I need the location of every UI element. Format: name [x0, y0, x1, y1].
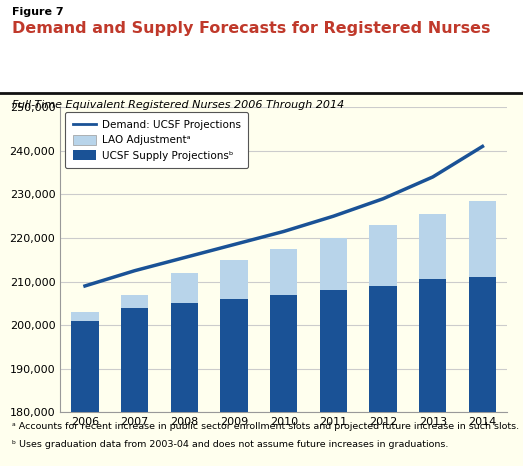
- Text: Figure 7: Figure 7: [12, 7, 63, 17]
- Bar: [419, 214, 447, 280]
- Bar: [71, 321, 99, 466]
- Text: Full-Time Equivalent Registered Nurses 2006 Through 2014: Full-Time Equivalent Registered Nurses 2…: [12, 100, 344, 110]
- Bar: [220, 299, 248, 466]
- Bar: [170, 273, 198, 303]
- Text: ᵃ Accounts for recent increase in public sector enrollment slots and projected f: ᵃ Accounts for recent increase in public…: [12, 422, 519, 431]
- Bar: [121, 308, 149, 466]
- Text: Demand and Supply Forecasts for Registered Nurses: Demand and Supply Forecasts for Register…: [12, 21, 490, 36]
- Bar: [220, 260, 248, 299]
- Text: ᵇ Uses graduation data from 2003-04 and does not assume future increases in grad: ᵇ Uses graduation data from 2003-04 and …: [12, 440, 448, 449]
- Bar: [71, 312, 99, 321]
- Bar: [170, 303, 198, 466]
- Bar: [469, 201, 496, 277]
- Bar: [419, 280, 447, 466]
- Bar: [469, 277, 496, 466]
- Bar: [369, 225, 397, 286]
- Legend: Demand: UCSF Projections, LAO Adjustmentᵃ, UCSF Supply Projectionsᵇ: Demand: UCSF Projections, LAO Adjustment…: [65, 112, 248, 168]
- Bar: [369, 286, 397, 466]
- Bar: [320, 238, 347, 290]
- Bar: [121, 295, 149, 308]
- Bar: [270, 249, 298, 295]
- Bar: [270, 295, 298, 466]
- Bar: [320, 290, 347, 466]
